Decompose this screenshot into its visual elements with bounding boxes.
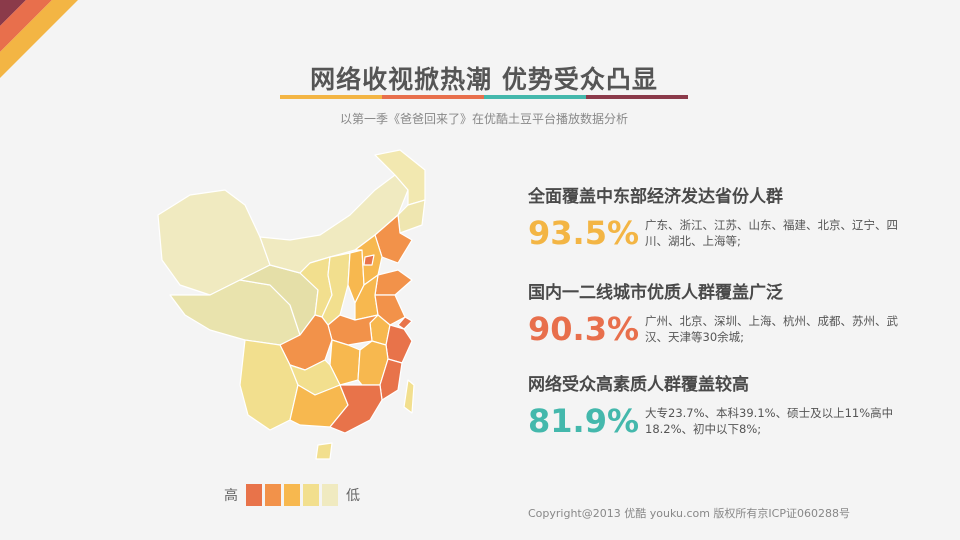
legend-swatch xyxy=(265,484,281,506)
stat-description: 广东、浙江、江苏、山东、福建、北京、辽宁、四川、湖北、上海等; xyxy=(645,218,899,248)
underline-segment xyxy=(484,95,586,99)
legend-swatch xyxy=(322,484,338,506)
stat-block-region: 全面覆盖中东部经济发达省份人群 93.5% 广东、浙江、江苏、山东、福建、北京、… xyxy=(528,182,908,251)
legend-swatch xyxy=(303,484,319,506)
legend-swatch xyxy=(246,484,262,506)
map-legend: 高 低 xyxy=(224,484,360,506)
legend-low-label: 低 xyxy=(346,488,360,504)
stat-heading: 国内一二线城市优质人群覆盖广泛 xyxy=(528,283,783,303)
region-taiwan xyxy=(403,379,415,414)
stat-heading: 网络受众高素质人群覆盖较高 xyxy=(528,375,749,395)
stat-percent: 93.5% xyxy=(528,214,640,252)
region-guangdong xyxy=(329,384,383,434)
region-fujian xyxy=(379,358,403,401)
copyright-text: Copyright@2013 优酷 youku.com 版权所有京ICP证060… xyxy=(528,507,850,520)
china-map-icon xyxy=(157,149,426,460)
title-underline xyxy=(280,95,688,99)
legend-swatch xyxy=(284,484,300,506)
stat-block-education: 网络受众高素质人群覆盖较高 81.9% 大专23.7%、本科39.1%、硕士及以… xyxy=(528,370,908,439)
region-zhejiang xyxy=(385,324,413,364)
corner-stripes-decoration xyxy=(0,0,78,78)
stat-description: 广州、北京、深圳、上海、杭州、成都、苏州、武汉、天津等30余城; xyxy=(645,314,899,344)
region-hainan xyxy=(315,442,333,460)
page-title: 网络收视掀热潮 优势受众凸显 xyxy=(310,65,658,94)
region-jiangsu xyxy=(374,294,406,326)
page-subtitle: 以第一季《爸爸回来了》在优酷土豆平台播放数据分析 xyxy=(339,112,628,126)
region-jilin xyxy=(397,199,426,234)
underline-segment xyxy=(586,95,688,99)
stat-percent: 81.9% xyxy=(528,402,640,440)
stat-percent: 90.3% xyxy=(528,310,640,348)
underline-segment xyxy=(382,95,484,99)
stat-block-city: 国内一二线城市优质人群覆盖广泛 90.3% 广州、北京、深圳、上海、杭州、成都、… xyxy=(528,278,908,347)
underline-segment xyxy=(280,95,382,99)
legend-high-label: 高 xyxy=(224,488,238,504)
stat-description: 大专23.7%、本科39.1%、硕士及以上11%高中18.2%、初中以下8%; xyxy=(645,406,894,436)
region-beijing xyxy=(363,254,375,266)
stat-heading: 全面覆盖中东部经济发达省份人群 xyxy=(528,187,783,207)
region-shandong xyxy=(374,269,413,296)
